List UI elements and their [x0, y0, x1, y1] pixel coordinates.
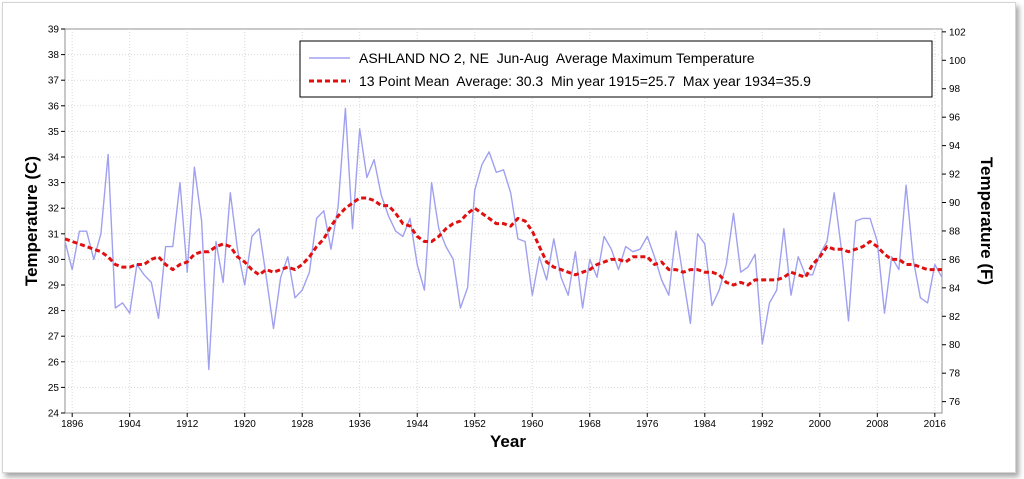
- x-tick-label: 1944: [406, 419, 429, 430]
- y-right-tick-label: 76: [949, 397, 961, 408]
- x-tick-label: 2016: [924, 419, 947, 430]
- y-left-tick-label: 29: [48, 281, 60, 292]
- y-left-tick-label: 25: [48, 383, 60, 394]
- y-left-tick-label: 36: [48, 101, 60, 112]
- y-left-tick-label: 26: [48, 357, 60, 368]
- x-axis-title: Year: [490, 432, 526, 451]
- y-right-tick-label: 90: [949, 198, 961, 209]
- y-left-tick-label: 30: [48, 255, 60, 266]
- x-tick-label: 1912: [176, 419, 199, 430]
- legend-box: [299, 40, 933, 98]
- y-right-tick-label: 98: [949, 84, 961, 95]
- x-tick-label: 1960: [521, 419, 544, 430]
- y-right-tick-label: 100: [949, 56, 966, 67]
- y-left-tick-label: 38: [48, 50, 60, 61]
- series-line-avg-max-temp: [64, 107, 943, 371]
- y-axis-title-right: Temperature (F): [977, 157, 996, 285]
- x-tick-label: 1896: [61, 419, 84, 430]
- y-left-tick-label: 27: [48, 332, 60, 343]
- y-right-tick-label: 96: [949, 113, 961, 124]
- y-right-tick-label: 84: [949, 283, 961, 294]
- x-tick-label: 2000: [809, 419, 832, 430]
- y-axis-title-left: Temperature (C): [22, 156, 41, 286]
- y-right-tick-label: 82: [949, 312, 961, 323]
- y-right-tick-label: 102: [949, 27, 966, 38]
- x-tick-label: 1936: [349, 419, 372, 430]
- series-line-13-point-mean: [64, 196, 942, 287]
- y-right-tick-label: 88: [949, 226, 961, 237]
- y-left-tick-label: 32: [48, 204, 60, 215]
- x-tick-label: 1992: [751, 419, 774, 430]
- line-chart: 24 25 26 27 28 29 30 31 32 33 34 35 36 37 38 39 76 78 80 82…: [22, 25, 996, 452]
- x-tick-label: 1920: [234, 419, 257, 430]
- legend-label: ASHLAND NO 2, NE Jun-Aug Average Maximum…: [359, 50, 755, 66]
- legend-label: 13 Point Mean Average: 30.3 Min year 191…: [359, 73, 811, 89]
- data-series: [64, 107, 943, 371]
- y-left-tick-label: 39: [48, 25, 60, 36]
- x-tick-label: 1976: [636, 419, 659, 430]
- y-right-tick-label: 78: [949, 369, 961, 380]
- y-left-tick-label: 35: [48, 127, 60, 138]
- y-left-tick-label: 28: [48, 306, 60, 317]
- y-left-tick-label: 33: [48, 178, 60, 189]
- x-tick-label: 1904: [119, 419, 142, 430]
- y-left-tick-label: 24: [48, 409, 60, 420]
- legend: ASHLAND NO 2, NE Jun-Aug Average Maximum…: [299, 40, 933, 98]
- y-right-tick-label: 92: [949, 170, 961, 181]
- x-tick-label: 1984: [694, 419, 717, 430]
- x-tick-label: 1928: [291, 419, 314, 430]
- x-tick-label: 1968: [579, 419, 602, 430]
- axis-ticks: 24 25 26 27 28 29 30 31 32 33 34 35 36 37 38 39 76 78 80 82…: [48, 25, 966, 431]
- chart-window: 24 25 26 27 28 29 30 31 32 33 34 35 36 37 38 39 76 78 80 82…: [2, 2, 1016, 473]
- x-tick-label: 1952: [464, 419, 487, 430]
- x-tick-label: 2008: [866, 419, 889, 430]
- y-left-tick-label: 37: [48, 76, 60, 87]
- y-right-tick-label: 80: [949, 340, 961, 351]
- y-right-tick-label: 86: [949, 255, 961, 266]
- y-left-tick-label: 34: [48, 153, 60, 164]
- y-right-tick-label: 94: [949, 141, 961, 152]
- y-left-tick-label: 31: [48, 229, 60, 240]
